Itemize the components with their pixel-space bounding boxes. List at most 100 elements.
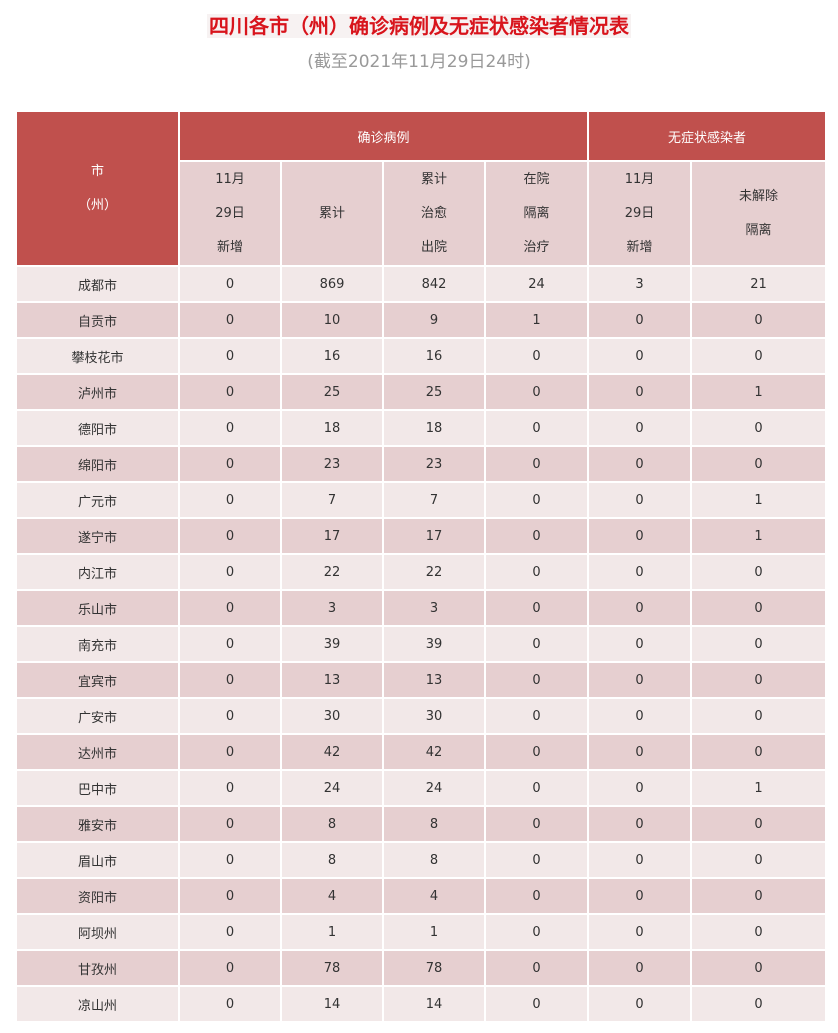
value-cell: 0: [483, 697, 590, 735]
value-cell: 22: [280, 553, 384, 591]
city-cell: 乐山市: [15, 589, 180, 627]
value-cell: 3: [280, 589, 384, 627]
value-cell: 1: [690, 481, 828, 519]
value-cell: 0: [483, 949, 590, 987]
column-header: 在院 隔离 治疗: [483, 160, 590, 267]
column-header: 11月 29日 新增: [587, 160, 693, 267]
value-cell: 8: [382, 841, 486, 879]
value-cell: 24: [483, 265, 590, 303]
value-cell: 0: [483, 373, 590, 411]
table-row: 眉山市 0 8 8 0 0 0: [15, 841, 828, 879]
value-cell: 42: [382, 733, 486, 771]
value-cell: 0: [178, 805, 282, 843]
value-cell: 0: [587, 517, 693, 555]
table-row: 宜宾市 0 13 13 0 0 0: [15, 661, 828, 699]
city-cell: 绵阳市: [15, 445, 180, 483]
table-row: 甘孜州 0 78 78 0 0 0: [15, 949, 828, 987]
value-cell: 0: [178, 697, 282, 735]
value-cell: 1: [690, 517, 828, 555]
value-cell: 0: [690, 877, 828, 915]
header-city: 市（州）: [15, 110, 180, 267]
value-cell: 0: [178, 265, 282, 303]
value-cell: 0: [587, 841, 693, 879]
page-subtitle: (截至2021年11月29日24时): [307, 52, 531, 72]
table-row: 自贡市 0 10 9 1 0 0: [15, 301, 828, 339]
value-cell: 0: [483, 589, 590, 627]
value-cell: 0: [690, 733, 828, 771]
value-cell: 39: [280, 625, 384, 663]
value-cell: 8: [382, 805, 486, 843]
value-cell: 78: [382, 949, 486, 987]
value-cell: 21: [690, 265, 828, 303]
value-cell: 39: [382, 625, 486, 663]
city-cell: 内江市: [15, 553, 180, 591]
table-row: 广安市 0 30 30 0 0 0: [15, 697, 828, 735]
value-cell: 0: [483, 913, 590, 951]
value-cell: 0: [690, 805, 828, 843]
value-cell: 1: [280, 913, 384, 951]
value-cell: 14: [280, 985, 384, 1023]
value-cell: 8: [280, 841, 384, 879]
value-cell: 0: [483, 841, 590, 879]
value-cell: 0: [690, 445, 828, 483]
value-cell: 0: [178, 409, 282, 447]
value-cell: 0: [587, 733, 693, 771]
value-cell: 23: [382, 445, 486, 483]
city-cell: 遂宁市: [15, 517, 180, 555]
value-cell: 0: [483, 409, 590, 447]
city-cell: 甘孜州: [15, 949, 180, 987]
value-cell: 24: [382, 769, 486, 807]
value-cell: 0: [178, 769, 282, 807]
value-cell: 0: [483, 625, 590, 663]
table-row: 成都市 0 869 842 24 3 21: [15, 265, 828, 303]
value-cell: 0: [587, 949, 693, 987]
value-cell: 0: [690, 841, 828, 879]
value-cell: 0: [178, 553, 282, 591]
value-cell: 9: [382, 301, 486, 339]
value-cell: 0: [690, 661, 828, 699]
value-cell: 842: [382, 265, 486, 303]
city-cell: 南充市: [15, 625, 180, 663]
cases-table: 市（州） 确诊病例 无症状感染者 11月 29日 新增 累计 累计 治愈 出院 在院 隔离 治疗 1…: [15, 110, 828, 1023]
table-row: 巴中市 0 24 24 0 0 1: [15, 769, 828, 807]
value-cell: 14: [382, 985, 486, 1023]
header-confirmed: 确诊病例: [177, 110, 590, 162]
value-cell: 0: [178, 337, 282, 375]
table-row: 攀枝花市 0 16 16 0 0 0: [15, 337, 828, 375]
page-title: 四川各市（州）确诊病例及无症状感染者情况表: [207, 14, 631, 38]
value-cell: 0: [483, 805, 590, 843]
value-cell: 13: [280, 661, 384, 699]
value-cell: 1: [690, 769, 828, 807]
value-cell: 0: [178, 445, 282, 483]
column-header: 累计: [280, 160, 384, 267]
value-cell: 0: [178, 625, 282, 663]
value-cell: 24: [280, 769, 384, 807]
city-cell: 眉山市: [15, 841, 180, 879]
value-cell: 0: [587, 373, 693, 411]
city-cell: 德阳市: [15, 409, 180, 447]
value-cell: 0: [178, 481, 282, 519]
value-cell: 0: [587, 445, 693, 483]
value-cell: 0: [483, 337, 590, 375]
value-cell: 0: [587, 625, 693, 663]
table-row: 绵阳市 0 23 23 0 0 0: [15, 445, 828, 483]
column-header: 未解除 隔离: [690, 160, 828, 267]
value-cell: 0: [587, 553, 693, 591]
table-row: 内江市 0 22 22 0 0 0: [15, 553, 828, 591]
city-cell: 阿坝州: [15, 913, 180, 951]
city-cell: 攀枝花市: [15, 337, 180, 375]
city-cell: 成都市: [15, 265, 180, 303]
city-cell: 巴中市: [15, 769, 180, 807]
value-cell: 0: [178, 841, 282, 879]
city-cell: 资阳市: [15, 877, 180, 915]
value-cell: 0: [483, 877, 590, 915]
value-cell: 18: [382, 409, 486, 447]
value-cell: 0: [587, 805, 693, 843]
value-cell: 0: [587, 589, 693, 627]
table-row: 达州市 0 42 42 0 0 0: [15, 733, 828, 771]
city-cell: 广元市: [15, 481, 180, 519]
value-cell: 0: [690, 337, 828, 375]
value-cell: 7: [382, 481, 486, 519]
header-asymptomatic: 无症状感染者: [587, 110, 828, 162]
value-cell: 7: [280, 481, 384, 519]
